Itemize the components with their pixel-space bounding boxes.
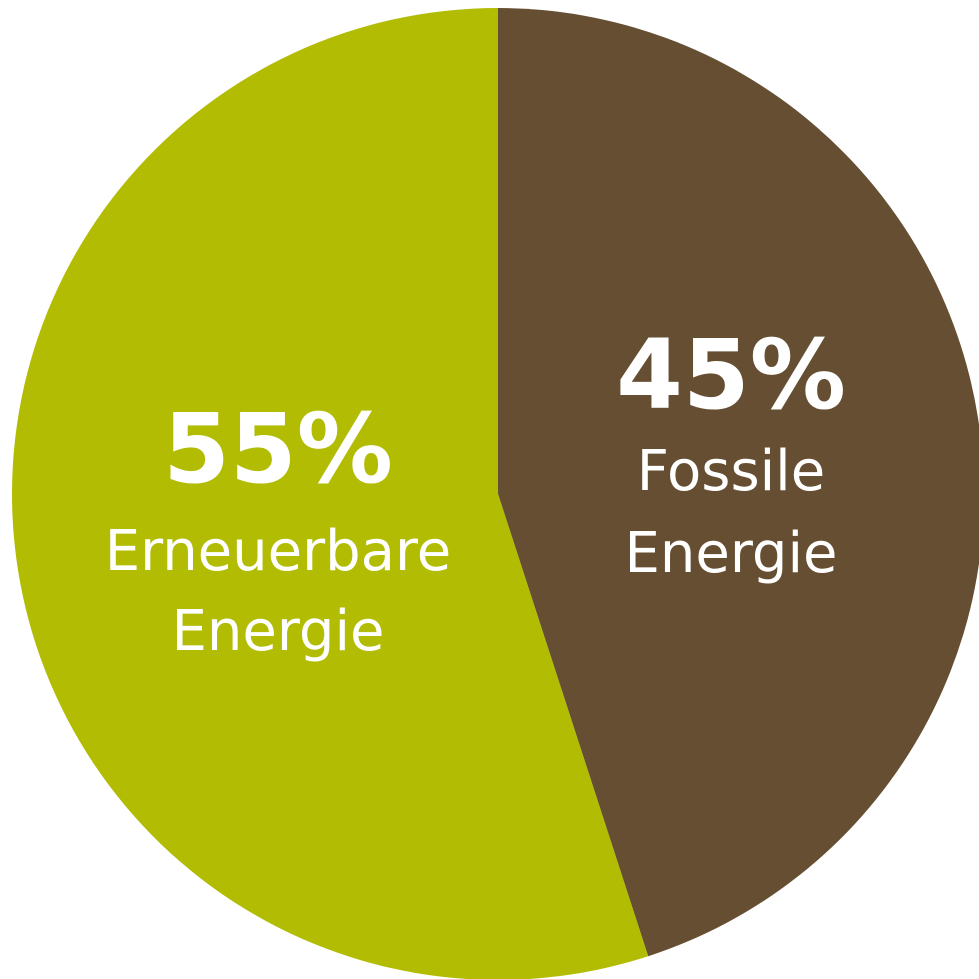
slice-label-fossile-line2: Energie [625,521,838,586]
slice-label-erneuerbare: 55% Erneuerbare Energie [105,393,451,664]
slice-label-fossile-line1: Fossile [637,439,825,504]
slice-label-erneuerbare-line2: Energie [172,599,385,664]
slice-label-erneuerbare-line1: Erneuerbare [105,519,451,584]
pie-slice-erneuerbare [12,8,649,979]
slice-label-fossile: 45% Fossile Energie [616,319,846,586]
slice-value-erneuerbare: 55% [163,393,393,505]
slice-value-fossile: 45% [616,319,846,431]
pie-slices [12,8,979,979]
pie-slice-fossile [498,8,979,957]
